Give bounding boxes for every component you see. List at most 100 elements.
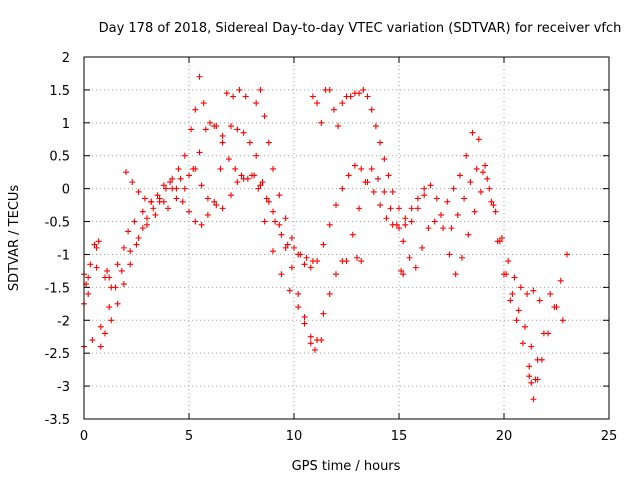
data-point xyxy=(246,139,253,146)
data-point xyxy=(160,198,167,205)
data-point xyxy=(106,304,113,311)
data-point xyxy=(377,139,384,146)
data-point xyxy=(141,195,148,202)
data-point xyxy=(112,284,119,291)
data-point xyxy=(238,172,245,179)
data-point xyxy=(234,179,241,186)
data-point xyxy=(196,73,203,80)
data-point xyxy=(270,248,276,255)
data-point xyxy=(307,333,314,340)
data-point xyxy=(459,254,465,261)
data-point xyxy=(526,363,533,370)
data-point xyxy=(265,198,272,205)
data-point xyxy=(496,238,503,245)
data-point xyxy=(301,261,308,268)
y-tick-label: -2 xyxy=(57,314,70,329)
data-point xyxy=(265,139,272,146)
data-point xyxy=(97,343,104,350)
data-point xyxy=(108,317,115,324)
data-point xyxy=(106,274,113,281)
data-point xyxy=(345,172,352,179)
data-point xyxy=(564,251,570,258)
data-point xyxy=(85,290,92,297)
data-point xyxy=(486,185,493,192)
data-point xyxy=(362,179,369,186)
data-point xyxy=(396,225,402,232)
data-point xyxy=(488,198,495,205)
y-tick-label: 0 xyxy=(62,183,70,198)
data-point xyxy=(333,202,339,209)
data-point xyxy=(517,284,524,291)
data-points xyxy=(81,73,570,403)
data-point xyxy=(87,261,94,268)
data-point xyxy=(97,323,104,330)
data-point xyxy=(186,208,192,215)
data-point xyxy=(259,179,266,186)
data-point xyxy=(120,244,127,251)
data-point xyxy=(364,93,371,100)
plot-frame xyxy=(83,56,610,420)
data-point xyxy=(450,185,457,192)
data-point xyxy=(490,202,497,209)
data-point xyxy=(370,188,377,195)
data-point xyxy=(540,330,547,337)
data-point xyxy=(144,215,150,222)
data-point xyxy=(93,264,100,271)
data-point xyxy=(196,149,203,156)
data-point xyxy=(314,258,321,265)
data-point xyxy=(211,198,218,205)
data-point xyxy=(165,205,171,212)
data-point xyxy=(131,218,138,225)
data-point xyxy=(232,165,239,172)
data-point xyxy=(139,225,146,232)
data-point xyxy=(480,169,486,176)
data-point xyxy=(114,261,121,268)
data-point xyxy=(177,175,184,182)
data-point xyxy=(173,185,180,192)
data-point xyxy=(253,152,260,159)
data-point xyxy=(152,211,159,218)
data-point xyxy=(559,317,566,324)
data-point xyxy=(127,248,134,255)
data-point xyxy=(154,192,161,199)
data-point xyxy=(104,267,111,274)
data-point xyxy=(400,238,407,245)
data-point xyxy=(135,188,142,195)
data-point xyxy=(270,208,276,215)
data-point xyxy=(398,267,405,274)
data-point xyxy=(400,271,407,278)
data-point xyxy=(431,218,438,225)
data-point xyxy=(536,297,543,304)
data-point xyxy=(114,300,121,307)
data-point xyxy=(261,113,268,120)
y-tick-label: 0.5 xyxy=(49,150,70,165)
data-point xyxy=(125,228,132,235)
data-point xyxy=(507,297,514,304)
x-tick-label: 5 xyxy=(185,429,193,444)
data-point xyxy=(282,244,289,251)
data-point xyxy=(530,396,537,403)
data-point xyxy=(312,346,318,353)
data-point xyxy=(444,198,451,205)
data-point xyxy=(463,152,470,159)
data-point xyxy=(303,254,310,261)
data-point xyxy=(240,129,247,136)
data-point xyxy=(173,195,180,202)
data-point xyxy=(127,261,134,268)
data-point xyxy=(326,86,333,93)
data-point xyxy=(150,205,157,212)
y-tick-labels: -3.5 -3 -2.5 -2 -1.5 -1 -0.5 0 0.5 1 1.5 2 xyxy=(45,51,70,428)
data-point xyxy=(421,185,428,192)
y-tick-label: 1 xyxy=(62,117,70,132)
data-point xyxy=(375,175,381,182)
data-point xyxy=(381,156,388,163)
x-tick-labels: 0 5 10 15 20 25 xyxy=(80,429,617,444)
data-point xyxy=(200,100,207,107)
data-point xyxy=(192,106,199,113)
data-point xyxy=(278,231,285,238)
data-point xyxy=(408,218,415,225)
data-point xyxy=(553,304,560,311)
data-point xyxy=(438,211,444,218)
data-point xyxy=(547,290,554,297)
data-point xyxy=(286,287,293,294)
